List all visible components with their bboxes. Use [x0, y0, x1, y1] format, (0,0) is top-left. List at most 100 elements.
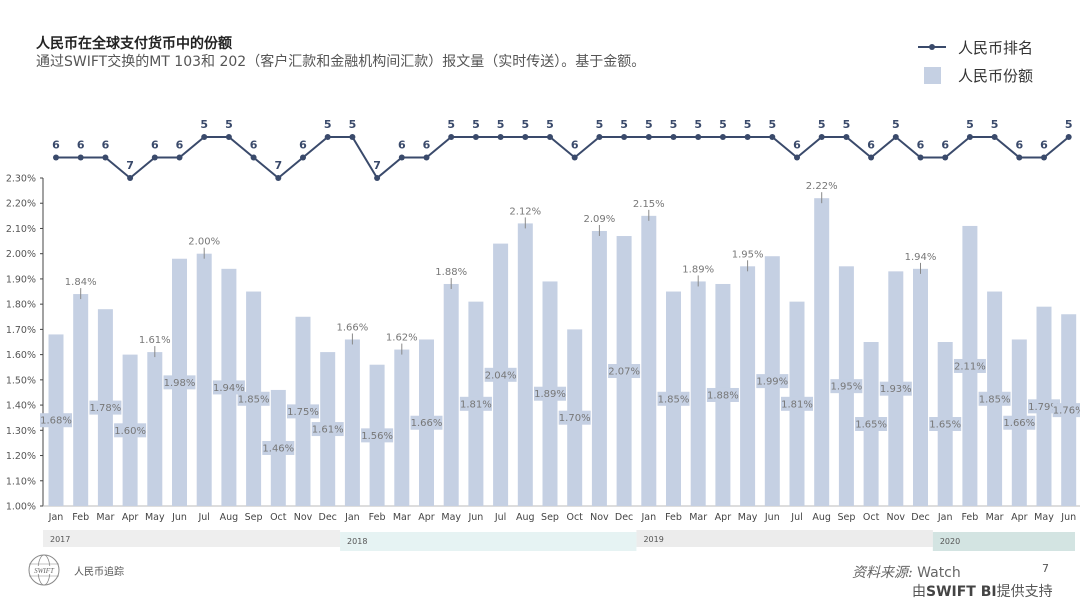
- x-tick-label: Dec: [319, 512, 337, 523]
- rank-label: 6: [1040, 139, 1048, 152]
- bar-label-bg: [311, 422, 344, 437]
- x-tick-label: Jun: [764, 512, 780, 523]
- rank-point: [991, 134, 998, 140]
- y-tick-label: 2.20%: [6, 199, 36, 210]
- y-tick-label: 2.10%: [6, 224, 36, 235]
- x-tick-label: Dec: [911, 512, 929, 523]
- bar-value-label: 1.95%: [732, 249, 764, 260]
- bar-label-bg: [361, 428, 394, 443]
- bar-value-label: 2.07%: [608, 367, 640, 378]
- rank-label: 5: [596, 118, 604, 131]
- x-tick-label: Mar: [689, 512, 707, 523]
- x-tick-label: Feb: [961, 512, 978, 523]
- bar-label-bg: [114, 423, 147, 438]
- x-tick-label: Apr: [715, 512, 732, 523]
- x-tick-label: Jan: [344, 512, 360, 523]
- x-tick-label: Feb: [369, 512, 386, 523]
- rank-label: 5: [719, 118, 727, 131]
- bar-label-bg: [756, 374, 789, 389]
- bar: [196, 253, 212, 506]
- rank-point: [472, 134, 479, 140]
- rank-label: 5: [843, 118, 851, 131]
- legend: 人民币排名 人民币份额: [918, 33, 1033, 89]
- bar: [591, 230, 607, 506]
- x-tick-label: Apr: [1011, 512, 1028, 523]
- rank-label: 7: [274, 159, 282, 172]
- y-tick-label: 1.20%: [6, 451, 36, 462]
- bar-label-bg: [1003, 415, 1036, 430]
- rank-point: [769, 134, 776, 140]
- x-tick-label: Aug: [812, 512, 831, 523]
- rank-point: [497, 134, 504, 140]
- bar: [73, 294, 89, 506]
- x-tick-label: Jun: [467, 512, 483, 523]
- rank-label: 5: [991, 118, 999, 131]
- bar-value-label: 1.93%: [880, 384, 912, 395]
- source-note: 资料来源: Watch: [852, 562, 961, 582]
- rank-point: [176, 154, 183, 161]
- bar-value-label: 1.81%: [781, 399, 813, 410]
- rank-point: [917, 154, 924, 161]
- rank-label: 6: [52, 139, 60, 152]
- x-tick-label: Jun: [171, 512, 187, 523]
- year-label: 2017: [50, 535, 70, 544]
- rank-point: [349, 134, 356, 140]
- bar-value-label: 2.04%: [485, 370, 517, 381]
- x-tick-label: Jul: [494, 512, 506, 523]
- rank-point: [1041, 154, 1047, 161]
- rank-point: [225, 134, 232, 140]
- bar-value-label: 1.65%: [855, 420, 887, 431]
- y-tick-label: 1.30%: [6, 426, 36, 437]
- rank-label: 5: [620, 118, 628, 131]
- bar: [517, 223, 533, 506]
- x-tick-label: Feb: [72, 512, 89, 523]
- rank-point: [275, 175, 282, 181]
- bar-label-bg: [262, 440, 295, 455]
- tracker-label: 人民币追踪: [74, 567, 124, 578]
- year-label: 2020: [940, 537, 960, 546]
- bar-label-bg: [978, 391, 1011, 406]
- y-tick-label: 2.00%: [6, 249, 36, 260]
- bar-label-bg: [1028, 399, 1060, 414]
- legend-item-share: 人民币份额: [918, 61, 1033, 89]
- bar-label-bg: [40, 413, 72, 428]
- bar-value-label: 1.98%: [164, 378, 196, 389]
- bar-value-label: 1.95%: [831, 382, 863, 393]
- rank-point: [423, 154, 430, 161]
- x-tick-label: Jan: [640, 512, 656, 523]
- x-tick-label: Mar: [986, 512, 1004, 523]
- bar-label-bg: [781, 396, 813, 411]
- rank-line: [56, 135, 1070, 180]
- rank-point: [398, 154, 405, 161]
- rank-point: [571, 154, 578, 161]
- x-tick-label: Jul: [790, 512, 802, 523]
- rank-label: 6: [867, 139, 875, 152]
- rank-label: 5: [472, 118, 480, 131]
- rank-point: [250, 154, 257, 161]
- bar-value-label: 1.56%: [361, 431, 393, 442]
- rank-point: [151, 154, 158, 161]
- rank-label: 5: [818, 118, 826, 131]
- rank-point: [868, 154, 875, 161]
- rank-label: 5: [966, 118, 974, 131]
- bar: [394, 349, 410, 506]
- rank-label: 6: [1015, 139, 1023, 152]
- bar: [344, 339, 360, 506]
- year-band: [43, 530, 341, 547]
- rank-point: [1016, 154, 1023, 161]
- x-tick-label: May: [1034, 512, 1054, 523]
- y-tick-label: 1.40%: [6, 401, 36, 412]
- powered-suffix: 提供支持: [996, 584, 1053, 600]
- y-tick-label: 1.10%: [6, 476, 36, 487]
- rank-label: 6: [77, 139, 85, 152]
- bar-label-bg: [855, 417, 888, 431]
- bar-value-label: 1.88%: [435, 267, 467, 278]
- bar-value-label: 1.89%: [682, 264, 714, 275]
- rank-label: 5: [521, 118, 529, 131]
- rank-label: 5: [670, 118, 678, 131]
- bar-value-label: 1.79%: [1028, 402, 1060, 413]
- bar-value-label: 1.99%: [756, 377, 788, 388]
- bar-value-label: 1.61%: [139, 335, 171, 346]
- x-tick-label: Apr: [122, 512, 139, 523]
- x-tick-label: Aug: [516, 512, 535, 523]
